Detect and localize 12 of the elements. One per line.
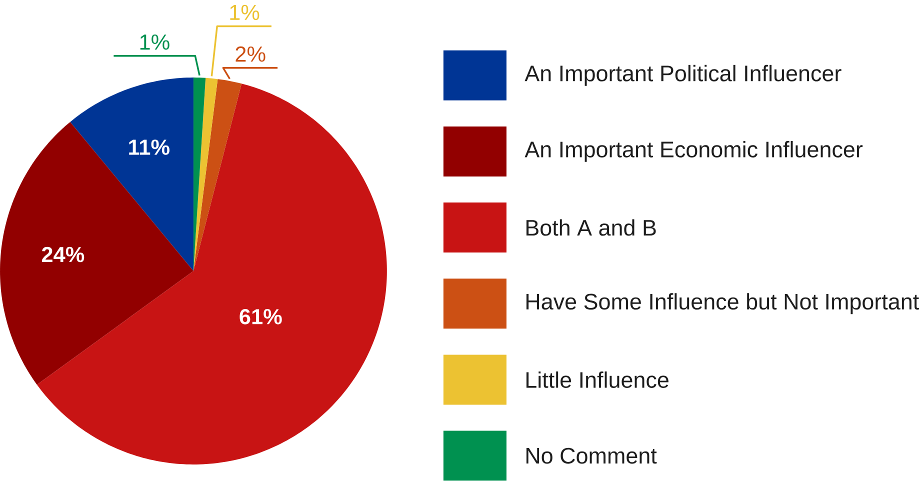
data-label: 2% [236,46,266,62]
legend-label: No Comment [526,448,657,464]
legend-label: Both A and B [526,219,656,236]
legend-label: An Important Economic Influencer [524,141,863,162]
legend-label: Little Influence [526,372,668,388]
legend-label: Have Some Influence but Not Important [526,293,919,314]
data-label: 1% [230,4,260,20]
data-label: 11% [129,140,170,155]
data-label: 61% [240,309,282,324]
data-label: 24% [42,246,84,262]
data-label: 1% [140,34,170,50]
legend-label: An Important Political Influencer [524,65,842,86]
